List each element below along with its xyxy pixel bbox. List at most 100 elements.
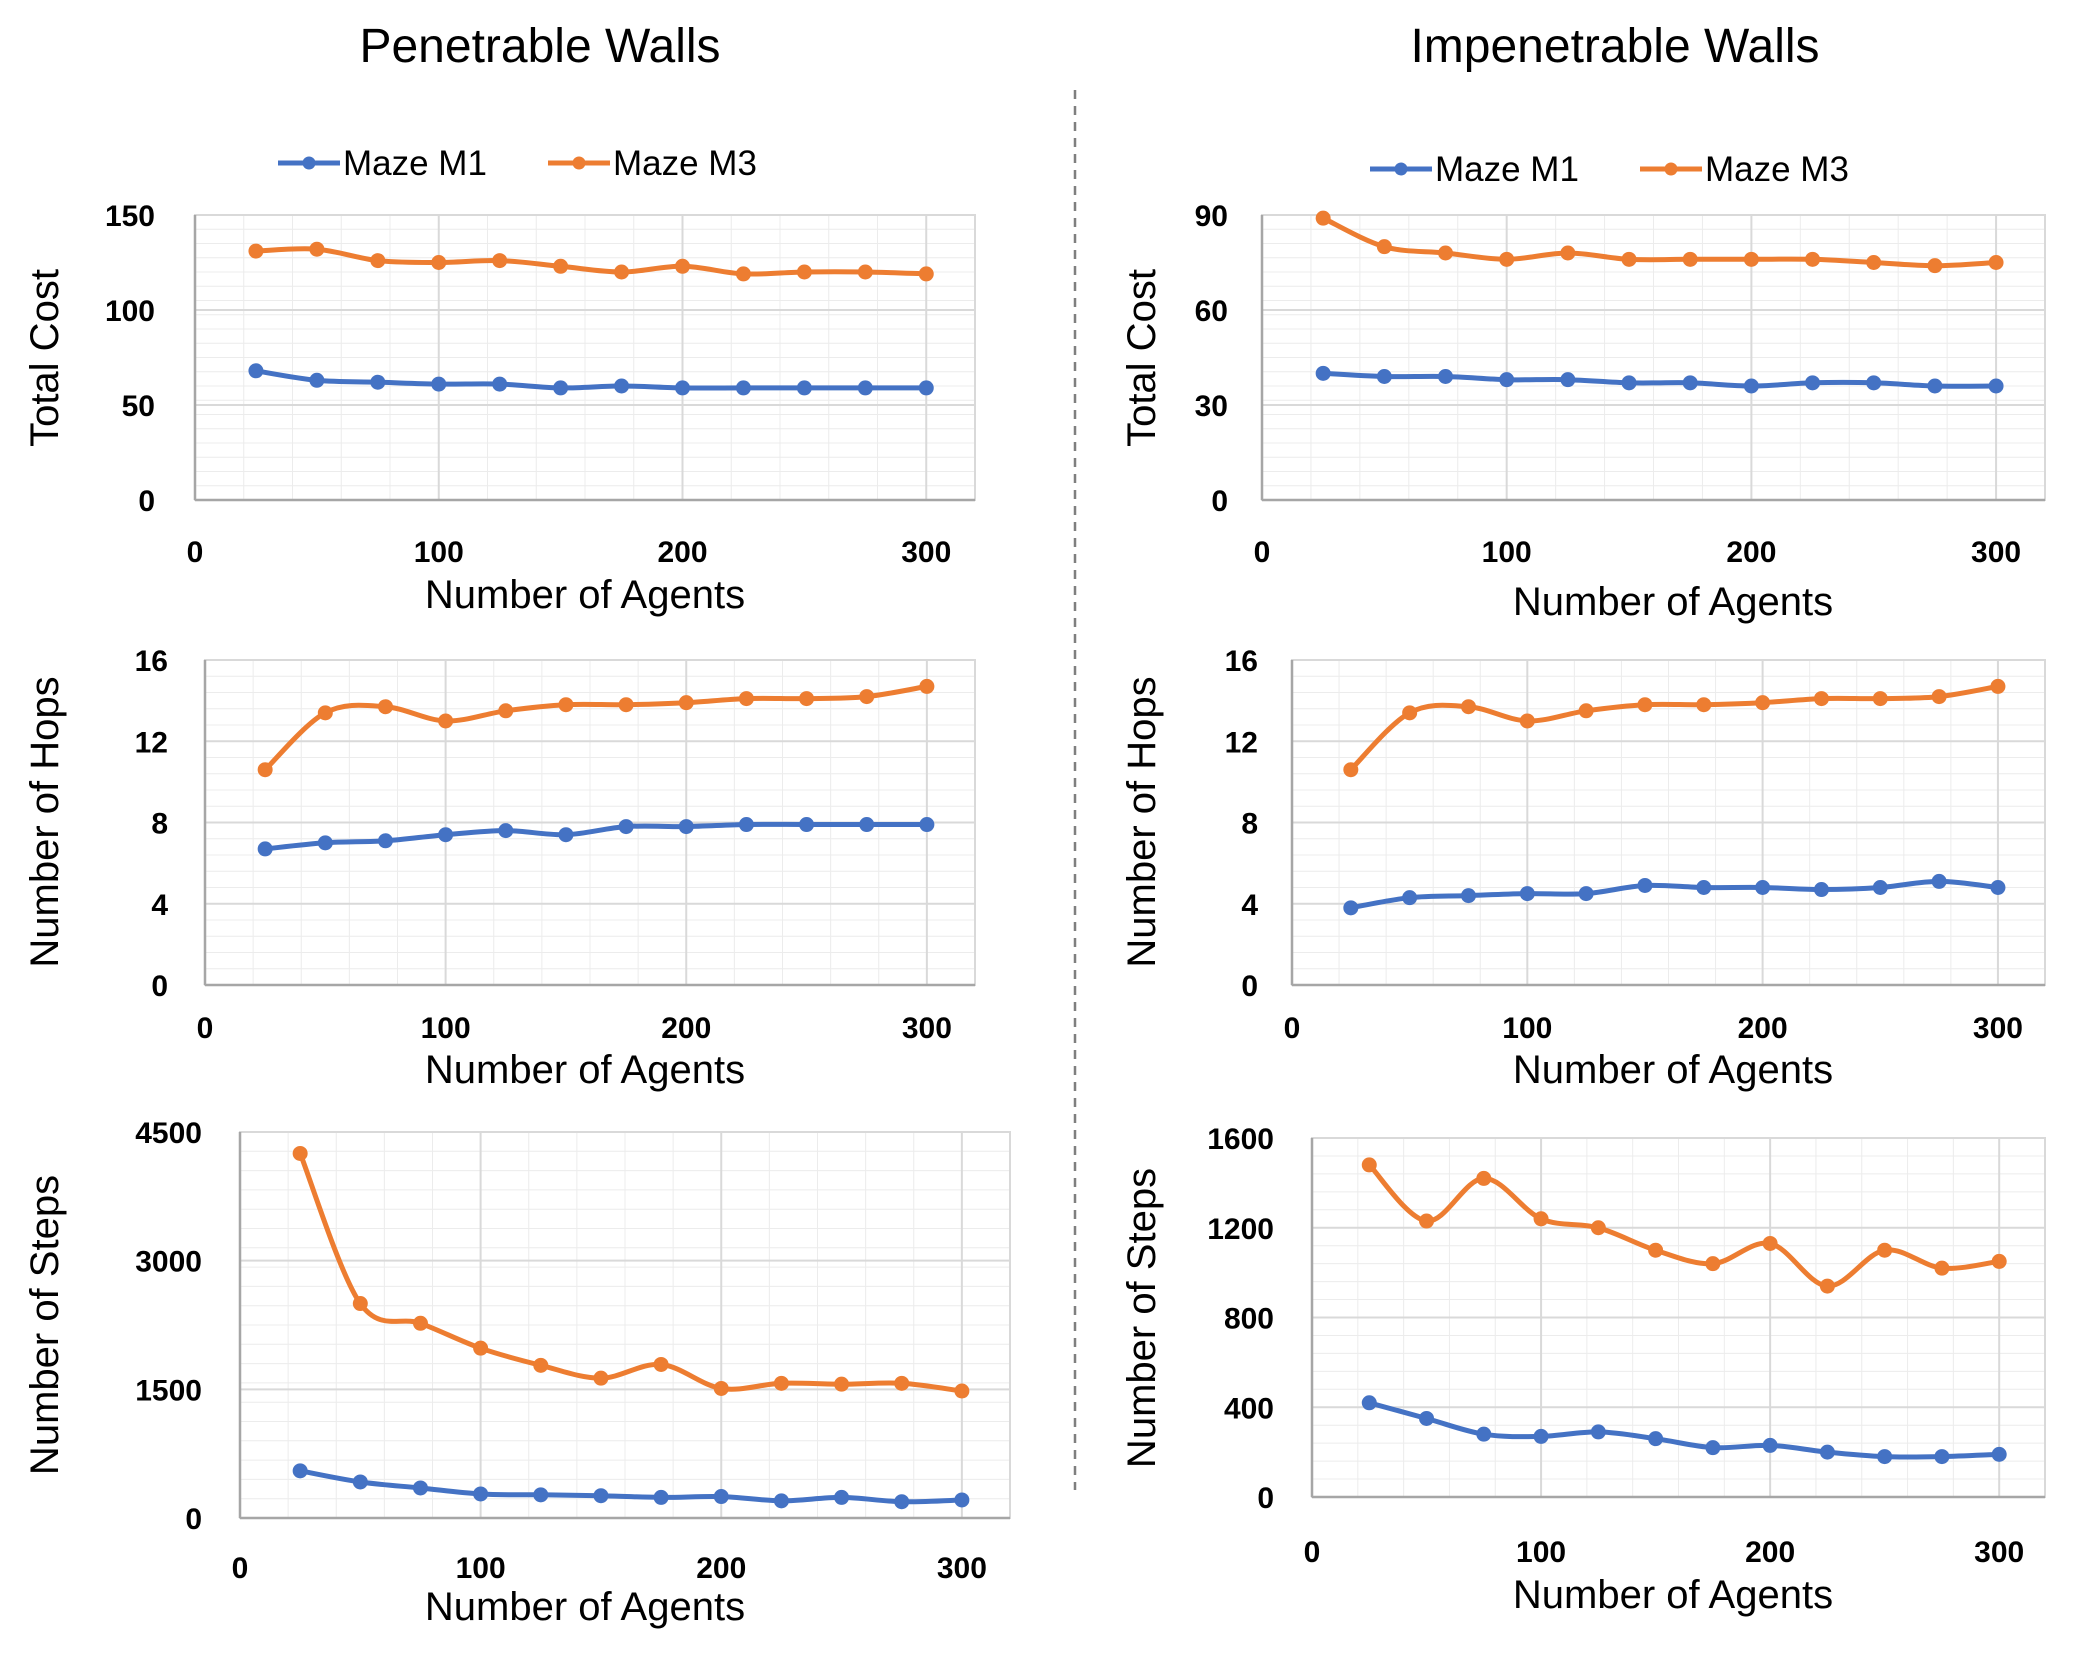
pen-cost-xtick-label: 0 [187, 536, 204, 569]
legend-left: Maze M1 Maze M3 [278, 144, 757, 183]
pen-hops-xtick-label: 200 [661, 1012, 711, 1045]
pen-steps-ytick-label: 4500 [135, 1117, 202, 1150]
pen-steps-m3-point [773, 1375, 789, 1391]
right-column-title: Impenetrable Walls [1410, 20, 1819, 73]
imp-cost-m1-point [1499, 372, 1515, 388]
imp-steps-ytick-label: 1200 [1207, 1213, 1274, 1246]
imp-steps-xtick-label: 100 [1516, 1536, 1566, 1569]
imp-steps-m3-point [1819, 1278, 1835, 1294]
pen-steps-m3-point [653, 1356, 669, 1372]
imp-cost-m1-point [1805, 375, 1821, 391]
pen-hops-m1-point [859, 817, 875, 833]
imp-cost-m1-point [1376, 369, 1392, 384]
legend-right-m3-label: Maze M3 [1705, 150, 1849, 189]
imp-hops-m3-point [1343, 762, 1359, 778]
imp-hops-m3-point [1755, 695, 1771, 711]
pen-hops-m1-point [738, 817, 754, 833]
pen-cost-xlabel: Number of Agents [425, 573, 745, 617]
imp-steps-m3-point [1762, 1235, 1778, 1251]
imp-steps-xtick-label: 0 [1304, 1536, 1321, 1569]
imp-cost-m3-line [1320, 215, 1999, 269]
pen-cost-m3-point [492, 253, 508, 269]
pen-steps-m1-line [297, 1468, 965, 1505]
imp-cost-m3-point [1988, 255, 2004, 270]
imp-cost-m1-point [1743, 378, 1759, 394]
imp-steps-ytick-label: 1600 [1207, 1123, 1274, 1156]
legend-left-m3-marker [572, 156, 586, 170]
imp-steps-m3-point [1533, 1211, 1549, 1227]
pen-cost-m1-point [309, 372, 325, 388]
imp-steps-m3-point [1934, 1260, 1950, 1276]
pen-cost-m3-point [857, 264, 873, 280]
pen-hops-m3-point [618, 697, 634, 713]
pen-steps-m3-point [593, 1370, 609, 1386]
pen-steps-xtick-label: 300 [937, 1552, 987, 1585]
imp-steps-ytick-label: 400 [1224, 1392, 1274, 1425]
imp-cost-xlabel: Number of Agents [1513, 580, 1833, 624]
pen-hops-m1-point [618, 819, 634, 835]
imp-hops-ytick-label: 16 [1225, 645, 1258, 678]
pen-cost-m3-line [253, 246, 929, 277]
pen-steps-m3-point [894, 1375, 910, 1391]
imp-steps-m1-point [1762, 1437, 1778, 1453]
imp-hops-m3-point [1872, 691, 1888, 707]
imp-cost-m3-point [1315, 210, 1331, 226]
pen-hops-ylabel: Number of Hops [23, 676, 67, 967]
pen-hops-m3-point [799, 691, 815, 707]
pen-hops-m1-point [799, 817, 815, 833]
pen-cost-m3-point [614, 264, 630, 280]
pen-hops-xtick-label: 0 [197, 1012, 214, 1045]
imp-steps-m3-point [1419, 1213, 1435, 1229]
legend-right-m1-label: Maze M1 [1435, 150, 1579, 189]
imp-hops-m3-point [1578, 703, 1594, 719]
imp-hops-ytick-label: 0 [1241, 970, 1258, 1003]
imp-steps-m1-point [1648, 1431, 1664, 1447]
imp-steps-ylabel: Number of Steps [1120, 1168, 1164, 1468]
imp-cost-xtick-label: 200 [1726, 536, 1776, 569]
pen-steps-xtick-label: 0 [232, 1552, 249, 1585]
pen-steps-m1-point [653, 1489, 669, 1505]
imp-hops-m3-point [1931, 689, 1947, 705]
pen-cost-m1-point [675, 380, 690, 396]
pen-steps-ytick-label: 3000 [135, 1246, 202, 1279]
pen-steps-m3-point [713, 1380, 729, 1396]
pen-cost-m1-point [796, 380, 812, 396]
pen-cost-xtick-label: 300 [901, 536, 951, 569]
imp-hops-m3-point [1402, 705, 1418, 721]
imp-hops-m1-point [1460, 888, 1476, 904]
imp-hops-m1-point [1519, 886, 1535, 902]
imp-steps-ytick-label: 800 [1224, 1303, 1274, 1336]
pen-cost-minor-grid [194, 215, 976, 500]
pen-steps-ytick-label: 1500 [135, 1374, 202, 1407]
imp-steps-xtick-label: 300 [1974, 1536, 2024, 1569]
legend-right-m1-marker [1394, 162, 1408, 176]
imp-steps-m1-point [1991, 1446, 2007, 1462]
pen-hops-xtick-label: 300 [902, 1012, 952, 1045]
imp-cost-ylabel: Total Cost [1120, 269, 1164, 447]
pen-cost-m3-point [370, 253, 386, 269]
pen-steps-m3-point [954, 1383, 970, 1399]
imp-cost-m1-point [1560, 372, 1576, 388]
pen-cost-m1-point [370, 374, 386, 390]
imp-cost-m3-point [1805, 251, 1821, 267]
imp-steps-m1-point [1590, 1424, 1606, 1440]
pen-hops-m1-point [257, 841, 273, 857]
legend-right: Maze M1 Maze M3 [1370, 150, 1849, 189]
legend-left-m1-marker [302, 156, 316, 170]
pen-steps-m1-point [773, 1493, 789, 1509]
pen-steps-m1-point [954, 1492, 970, 1508]
imp-cost-xtick-label: 300 [1971, 536, 2021, 569]
pen-hops-m1-point [919, 817, 935, 833]
imp-hops-ylabel: Number of Hops [1120, 676, 1164, 967]
imp-hops-ytick-label: 8 [1241, 808, 1258, 841]
pen-hops-m1-point [438, 827, 454, 843]
imp-cost-m3-point [1743, 251, 1759, 267]
imp-hops-xlabel: Number of Agents [1513, 1048, 1833, 1092]
imp-cost-m3-point [1499, 251, 1515, 267]
pen-hops-m3-point [257, 762, 273, 778]
imp-cost-m1-point [1682, 375, 1698, 391]
pen-cost-m3-point [796, 264, 812, 280]
imp-hops-m1-point [1872, 880, 1888, 895]
imp-steps-m1-line [1366, 1400, 2002, 1460]
